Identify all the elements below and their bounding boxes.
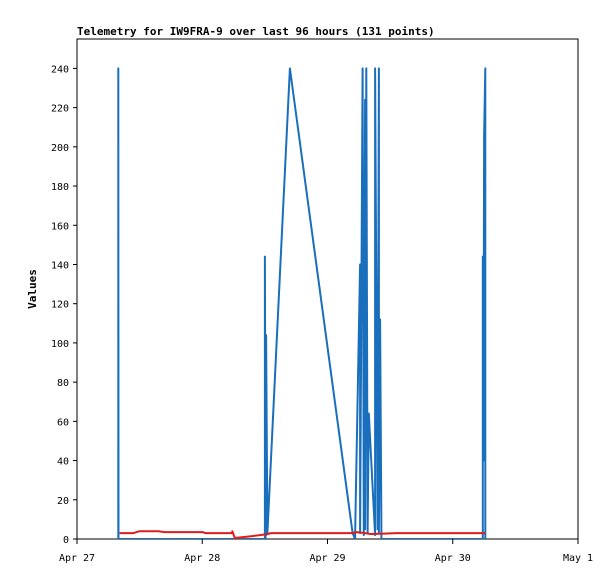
y-tick-label: 120 — [51, 300, 69, 311]
plot-frame — [76, 38, 579, 540]
series-line-1 — [117, 67, 487, 539]
chart-title: Telemetry for IW9FRA-9 over last 96 hour… — [77, 25, 435, 38]
y-tick-label: 200 — [51, 143, 69, 154]
x-tick-label: Apr 27 — [59, 553, 95, 564]
y-axis-label: Values — [26, 269, 39, 309]
y-tick-label: 60 — [57, 417, 69, 428]
y-tick-label: 40 — [57, 457, 69, 468]
x-tick-label: Apr 30 — [435, 553, 471, 564]
y-tick-label: 0 — [63, 535, 69, 546]
y-tick-label: 80 — [57, 378, 69, 389]
y-tick-label: 240 — [51, 64, 69, 75]
y-tick-label: 20 — [57, 496, 69, 507]
y-tick-label: 180 — [51, 182, 69, 193]
y-tick-label: 100 — [51, 339, 69, 350]
x-tick-label: Apr 28 — [184, 553, 220, 564]
x-axis: Apr 27 Apr 28 Apr 29 Apr 30 May 1 — [59, 539, 593, 564]
y-axis: 0 20 40 60 80 100 120 140 160 180 200 220 240 — [51, 64, 77, 546]
x-tick-label: May 1 — [563, 553, 593, 564]
series-layer — [117, 67, 487, 539]
y-tick-label: 160 — [51, 221, 69, 232]
x-tick-label: Apr 29 — [309, 553, 345, 564]
y-tick-label: 140 — [51, 260, 69, 271]
series-line-2 — [119, 530, 486, 539]
y-tick-label: 220 — [51, 104, 69, 115]
